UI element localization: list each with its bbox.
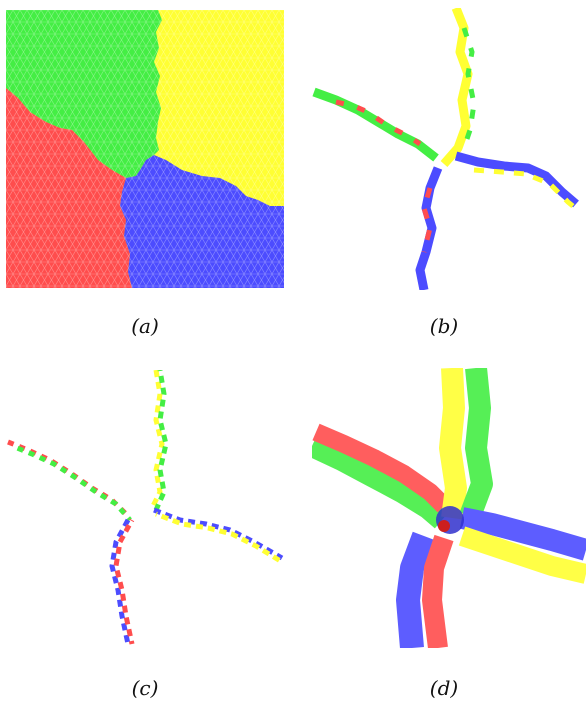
boundary-strips-thin bbox=[312, 8, 582, 290]
caption-c: (c) bbox=[131, 676, 159, 700]
band-red-bottom bbox=[422, 534, 454, 648]
band-yellow-top bbox=[439, 368, 467, 520]
teeth-green-left bbox=[11, 443, 132, 522]
strip-red-bottom bbox=[421, 187, 433, 253]
band-blue-bottom bbox=[396, 531, 436, 648]
boundary-sawtooth bbox=[7, 370, 284, 645]
strip-red-left bbox=[335, 99, 422, 147]
teeth-blue-right bbox=[153, 507, 284, 561]
teeth-blue-bottom bbox=[109, 518, 131, 645]
caption-b: (b) bbox=[429, 314, 459, 338]
caption-d: (d) bbox=[429, 676, 459, 700]
strip-blue-right bbox=[454, 151, 579, 208]
boundary-bands-thick bbox=[312, 368, 586, 648]
teeth-yellow-right bbox=[155, 511, 284, 565]
teeth-red-left bbox=[7, 439, 130, 518]
panel-a bbox=[6, 10, 284, 288]
panel-b bbox=[306, 8, 586, 290]
band-green-left bbox=[312, 436, 450, 529]
band-yellow-right bbox=[458, 526, 586, 584]
strip-blue-bottom bbox=[415, 166, 443, 290]
partition-mesh bbox=[6, 10, 284, 288]
band-blue-right bbox=[459, 507, 586, 561]
teeth-green-top bbox=[153, 370, 169, 512]
strip-green-top bbox=[461, 27, 477, 149]
teeth-red-bottom bbox=[113, 518, 135, 645]
panel-c bbox=[4, 370, 286, 648]
band-green-top bbox=[459, 368, 493, 520]
panel-d bbox=[312, 368, 586, 648]
caption-a: (a) bbox=[131, 314, 159, 338]
teeth-yellow-top bbox=[149, 370, 165, 510]
band-red-left bbox=[312, 423, 451, 513]
strip-green-left bbox=[312, 87, 439, 162]
strip-yellow-right bbox=[473, 167, 582, 214]
junction-core bbox=[438, 520, 450, 532]
